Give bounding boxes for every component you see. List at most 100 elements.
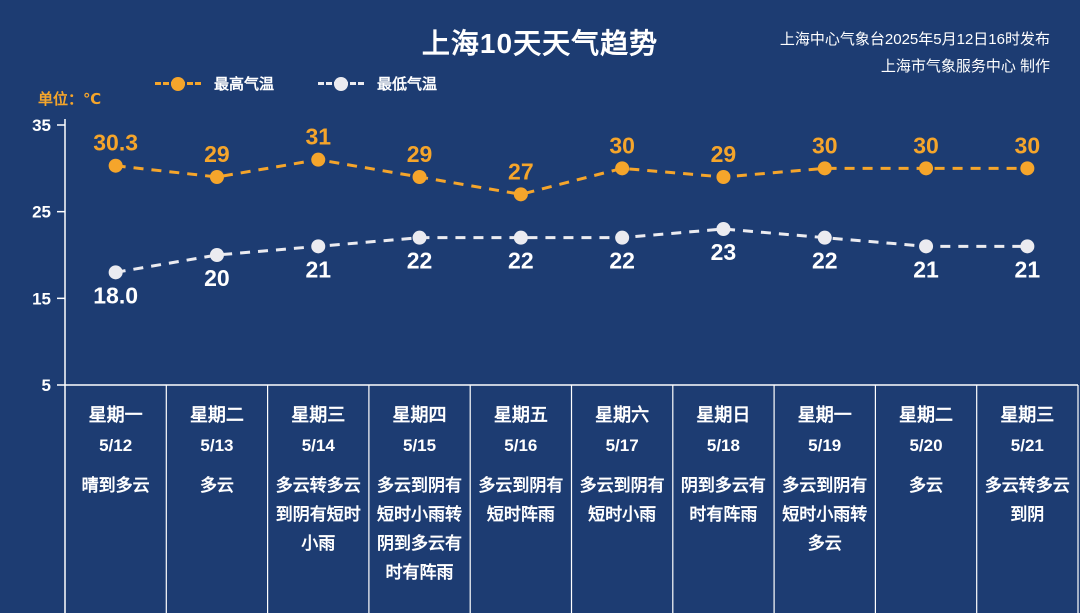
legend-item-low-temp: 最低气温 (318, 73, 437, 94)
day-column-5-16: 星期五 5/16 多云到阴有短时阵雨 (470, 385, 571, 613)
day-column-5-21: 星期三 5/21 多云转多云到阴 (977, 385, 1078, 613)
high-temp-value-label: 30.3 (93, 130, 138, 156)
publisher-line1: 上海中心气象台2025年5月12日16时发布 (779, 31, 1050, 48)
high-temp-value-label: 30 (812, 132, 838, 158)
day-column-5-12: 星期一 5/12 晴到多云 (65, 385, 166, 613)
low-temp-value-label: 22 (407, 248, 433, 274)
legend-item-high-temp: 最高气温 (155, 73, 274, 94)
day-column-5-15: 星期四 5/15 多云到阴有短时小雨转阴到多云有时有阵雨 (369, 385, 470, 613)
svg-text:15: 15 (32, 289, 51, 308)
low-temp-value-label: 20 (204, 265, 230, 291)
day-table: 星期一 5/12 晴到多云 星期二 5/13 多云 星期三 5/14 多云转多云到阴有短时小雨星… (65, 385, 1078, 613)
low-temp-point (615, 230, 630, 245)
low-temp-point (108, 265, 123, 280)
weather-text: 多云转多云到阴 (984, 476, 1070, 524)
day-date: 5/16 (504, 436, 538, 455)
day-column-5-17: 星期六 5/17 多云到阴有短时小雨 (571, 385, 672, 613)
high-temp-value-labels: 30.3 29 31 29 27 30 29 30 30 30 (93, 124, 1040, 185)
low-temp-value-label: 21 (1015, 256, 1041, 282)
day-name: 星期一 (797, 405, 852, 425)
low-temp-value-label: 18.0 (93, 282, 138, 308)
low-temp-point (817, 230, 832, 245)
high-temp-point (817, 161, 832, 176)
svg-text:25: 25 (32, 203, 51, 222)
weather-text: 多云到阴有短时阵雨 (478, 476, 564, 524)
high-temp-point (1020, 161, 1035, 176)
low-temp-line (115, 227, 1028, 274)
day-name: 星期二 (189, 405, 244, 425)
weather-text: 阴到多云有时有阵雨 (680, 476, 766, 524)
low-temp-line-marker-icon (318, 77, 365, 91)
high-temp-value-label: 31 (305, 124, 331, 150)
day-name: 星期三 (291, 405, 346, 425)
weather-text: 晴到多云 (81, 476, 150, 495)
low-temp-value-label: 22 (812, 248, 838, 274)
day-date: 5/21 (1010, 436, 1044, 455)
low-temp-point (716, 222, 731, 236)
high-temp-value-label: 30 (609, 132, 635, 158)
high-temp-point (108, 158, 123, 173)
legend-label-low-temp: 最低气温 (377, 76, 438, 93)
publisher-line2: 上海市气象服务中心 制作 (880, 58, 1050, 75)
svg-text:5: 5 (42, 376, 51, 395)
day-date: 5/19 (808, 436, 842, 455)
y-tick-labels: 35 25 15 5 (32, 116, 51, 395)
high-temp-point (412, 170, 427, 184)
high-temp-dot-icon (171, 77, 185, 91)
weather-text: 多云转多云到阴有短时小雨 (275, 476, 361, 553)
day-date: 5/17 (605, 436, 639, 455)
high-temp-point (716, 170, 731, 184)
low-temp-value-label: 21 (913, 256, 939, 282)
day-name: 星期三 (1000, 405, 1055, 425)
weather-text: 多云 (909, 476, 944, 495)
low-temp-value-label: 21 (305, 256, 331, 282)
day-date: 5/14 (301, 436, 335, 455)
low-temp-points (108, 222, 1035, 280)
weather-text: 多云到阴有短时小雨 (579, 476, 665, 524)
day-date: 5/15 (402, 436, 437, 455)
low-temp-point (412, 230, 427, 245)
day-name: 星期六 (595, 405, 650, 425)
high-temp-point (311, 152, 326, 167)
low-temp-point (513, 230, 528, 245)
weather-text: 多云到阴有短时小雨转多云 (782, 476, 868, 553)
high-temp-point (919, 161, 934, 176)
high-temp-value-label: 29 (204, 141, 230, 167)
day-date: 5/18 (706, 436, 740, 455)
day-column-5-14: 星期三 5/14 多云转多云到阴有短时小雨 (268, 385, 369, 613)
day-column-5-20: 星期二 5/20 多云 (875, 385, 976, 613)
legend: 最高气温 最低气温 (155, 73, 437, 94)
weather-text: 多云 (199, 476, 234, 495)
day-name: 星期五 (493, 405, 548, 425)
low-temp-value-label: 22 (508, 248, 534, 274)
day-column-5-19: 星期一 5/19 多云到阴有短时小雨转多云 (774, 385, 875, 613)
high-temp-point (513, 187, 528, 202)
weather-text: 多云到阴有短时小雨转阴到多云有时有阵雨 (377, 476, 463, 582)
page-title: 上海10天天气趋势 (421, 28, 659, 59)
day-name: 星期一 (88, 405, 143, 425)
unit-label: 单位：℃ (38, 91, 102, 108)
publisher-info: 上海中心气象台2025年5月12日16时发布 上海市气象服务中心 制作 (780, 26, 1050, 80)
high-temp-value-label: 29 (711, 141, 737, 167)
low-temp-point (1020, 239, 1035, 254)
high-temp-line (115, 158, 1028, 196)
day-name: 星期四 (392, 405, 447, 425)
low-temp-value-labels: 18.0 20 21 22 22 22 23 22 21 21 (93, 239, 1040, 308)
high-temp-value-label: 29 (407, 141, 433, 167)
high-temp-points (108, 152, 1035, 202)
day-date: 5/20 (909, 436, 943, 455)
high-temp-value-label: 27 (508, 158, 534, 184)
high-temp-point (209, 170, 224, 184)
low-temp-point (209, 248, 224, 262)
day-name: 星期日 (696, 405, 751, 425)
low-temp-value-label: 22 (609, 248, 635, 274)
day-date: 5/12 (99, 436, 133, 455)
legend-label-high-temp: 最高气温 (214, 76, 275, 93)
low-temp-point (919, 239, 934, 254)
low-temp-point (311, 239, 326, 254)
column-separators (165, 385, 1079, 613)
day-column-5-13: 星期二 5/13 多云 (166, 385, 267, 613)
day-column-5-18: 星期日 5/18 阴到多云有时有阵雨 (673, 385, 774, 613)
